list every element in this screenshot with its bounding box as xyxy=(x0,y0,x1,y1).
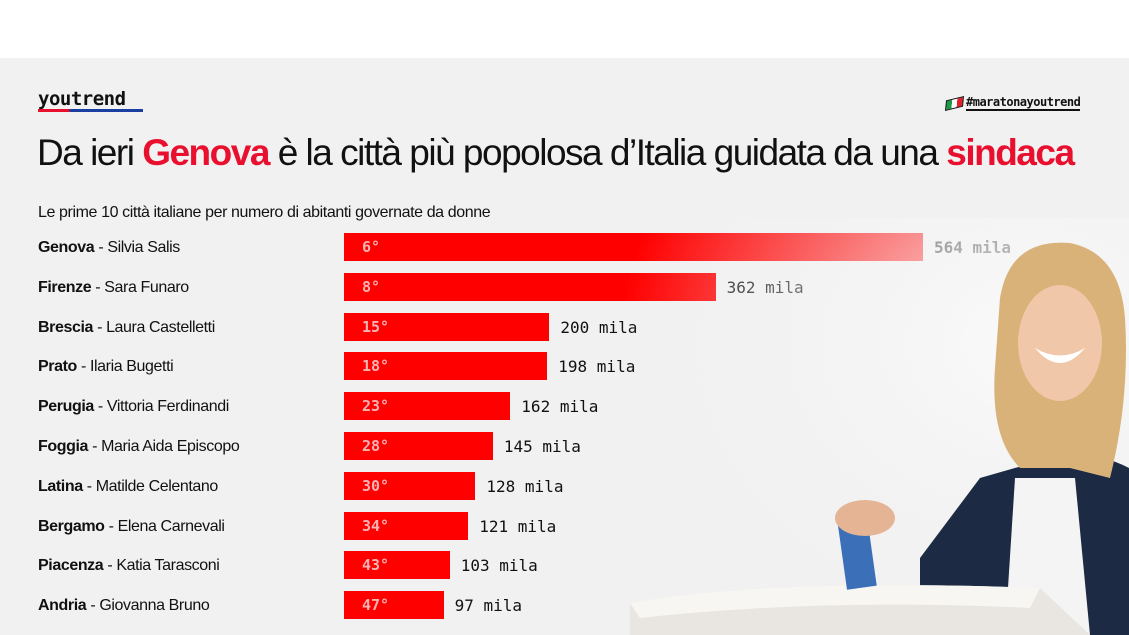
mayor-name: Silvia Salis xyxy=(107,239,180,256)
city-name: Prato xyxy=(38,358,77,376)
bar: 30° xyxy=(344,471,476,500)
city-mayor-label: Bergamo - Elena Carnevali xyxy=(38,517,225,535)
city-name: Latina xyxy=(38,477,83,495)
bar: 15° xyxy=(344,312,550,341)
title-part: Da ieri xyxy=(37,132,143,173)
page-title: Da ieri Genova è la città più popolosa d… xyxy=(37,132,1075,174)
bar: 43° xyxy=(344,551,450,580)
city-name: Genova xyxy=(38,239,95,256)
rank-label: 8° xyxy=(362,277,381,296)
hashtag-text: #maratonayoutrend xyxy=(966,95,1081,111)
title-highlight-sindaca: sindaca xyxy=(946,132,1075,173)
bar: 18° xyxy=(344,352,548,381)
city-mayor-label: Brescia - Laura Castelletti xyxy=(38,318,215,336)
bar-row: Latina - Matilde Celentano 30° 128 mila xyxy=(0,471,1129,502)
rank-label: 15° xyxy=(362,317,390,336)
mayor-name: Elena Carnevali xyxy=(117,517,225,535)
value-label: 200 mila xyxy=(560,317,638,337)
city-mayor-label: Foggia - Maria Aida Episcopo xyxy=(38,438,240,455)
city-name: Perugia xyxy=(38,398,94,416)
title-part: è la città più popolosa d’Italia guidata… xyxy=(268,132,947,173)
hashtag: #maratonayoutrend xyxy=(944,95,1081,111)
bar-row: Foggia - Maria Aida Episcopo 28° 145 mil… xyxy=(0,432,1129,462)
city-name: Foggia xyxy=(38,438,89,455)
chart-subtitle: Le prime 10 città italiane per numero di… xyxy=(38,204,491,221)
city-mayor-label: Genova - Silvia Salis xyxy=(38,239,180,256)
italian-flag-icon xyxy=(944,95,965,111)
mayor-name: Ilaria Bugetti xyxy=(89,358,174,376)
rank-label: 43° xyxy=(362,556,390,575)
mayor-name: Giovanna Bruno xyxy=(99,597,210,615)
mayor-name: Laura Castelletti xyxy=(106,318,215,336)
bar-row: Andria - Giovanna Bruno 47° 97 mila xyxy=(0,591,1129,621)
mayor-name: Sara Funaro xyxy=(104,278,189,296)
bar-row: Brescia - Laura Castelletti 15° 200 mila xyxy=(0,312,1129,343)
value-label: 162 mila xyxy=(521,397,599,417)
city-mayor-label: Piacenza - Katia Tarasconi xyxy=(38,557,220,575)
rank-label: 18° xyxy=(362,357,390,376)
city-name: Bergamo xyxy=(38,517,105,535)
rank-label: 34° xyxy=(362,516,390,535)
rank-label: 23° xyxy=(362,397,390,416)
city-name: Andria xyxy=(38,597,87,615)
value-label: 121 mila xyxy=(479,516,557,536)
value-label: 103 mila xyxy=(460,556,538,576)
city-mayor-label: Prato - Ilaria Bugetti xyxy=(38,358,174,376)
bar-row: Piacenza - Katia Tarasconi 43° 103 mila xyxy=(0,551,1129,581)
rank-label: 6° xyxy=(362,238,381,256)
rank-label: 47° xyxy=(362,596,390,615)
bar-row: Bergamo - Elena Carnevali 34° 121 mila xyxy=(0,511,1129,542)
bar: 34° xyxy=(344,511,469,540)
city-name: Firenze xyxy=(38,278,92,296)
value-label: 97 mila xyxy=(454,596,523,616)
city-name: Piacenza xyxy=(38,557,104,575)
youtrend-logo: youtrend xyxy=(38,88,126,110)
city-name: Brescia xyxy=(38,318,94,336)
bar: 23° xyxy=(344,392,511,421)
mayor-name: Matilde Celentano xyxy=(95,477,219,495)
rank-label: 28° xyxy=(362,437,390,455)
city-mayor-label: Firenze - Sara Funaro xyxy=(38,278,189,296)
value-label: 145 mila xyxy=(503,437,581,456)
bar-row: Perugia - Vittoria Ferdinandi 23° 162 mi… xyxy=(0,392,1129,422)
city-mayor-label: Andria - Giovanna Bruno xyxy=(38,597,210,615)
city-mayor-label: Latina - Matilde Celentano xyxy=(38,477,219,495)
mayor-name: Maria Aida Episcopo xyxy=(101,438,240,455)
infographic-card: youtrend #maratonayoutrend Da ieri Genov… xyxy=(0,58,1129,635)
bar: 28° xyxy=(344,432,493,460)
bar-row: Prato - Ilaria Bugetti 18° 198 mila xyxy=(0,352,1129,382)
value-label: 198 mila xyxy=(558,357,636,377)
title-highlight-genova: Genova xyxy=(142,132,270,173)
bar: 47° xyxy=(344,591,444,620)
mayor-photo xyxy=(620,218,1129,635)
value-label: 128 mila xyxy=(486,476,564,496)
logo-underline xyxy=(38,109,143,112)
rank-label: 30° xyxy=(362,476,390,495)
mayor-name: Vittoria Ferdinandi xyxy=(106,398,229,416)
mayor-name: Katia Tarasconi xyxy=(116,557,220,575)
city-mayor-label: Perugia - Vittoria Ferdinandi xyxy=(38,398,229,416)
